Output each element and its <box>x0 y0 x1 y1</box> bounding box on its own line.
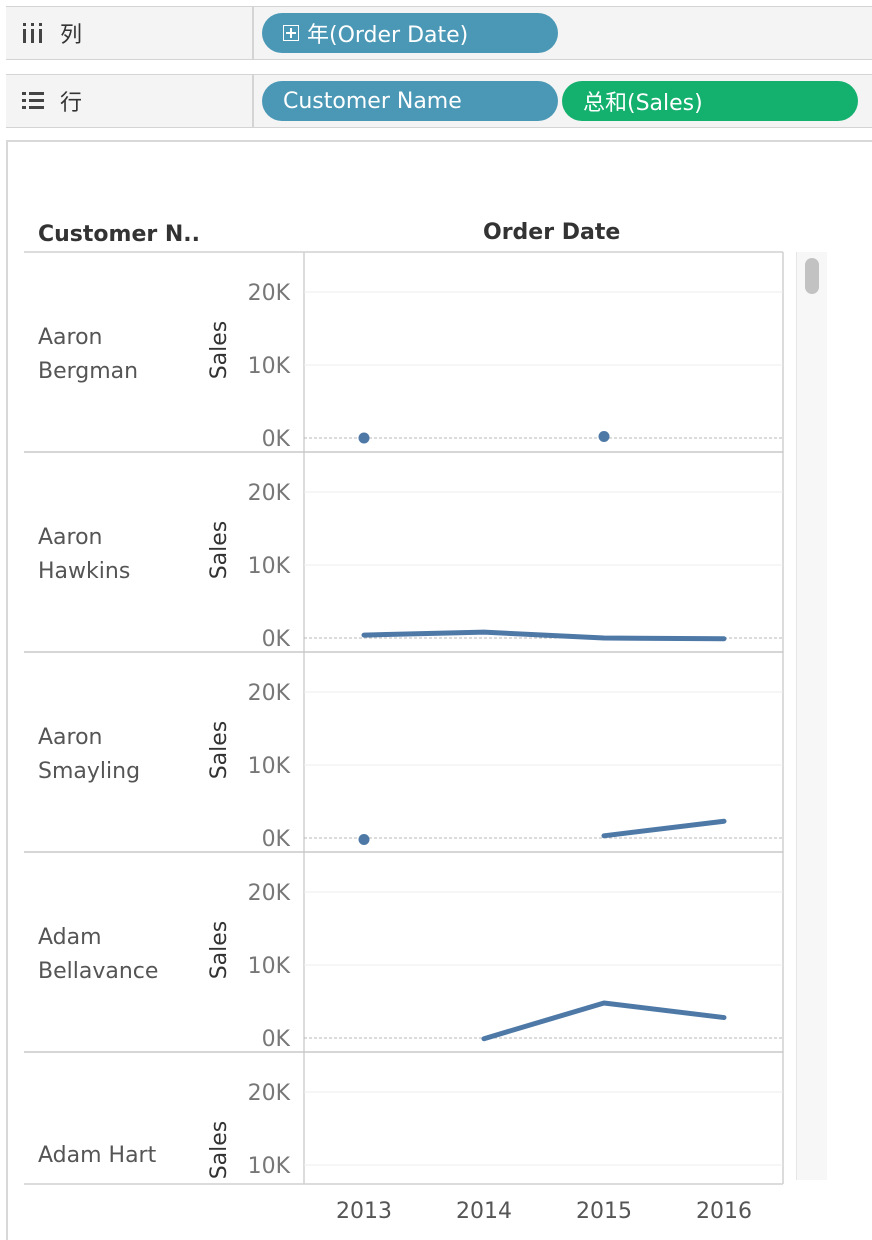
customer-row-label[interactable]: Smayling <box>38 759 140 784</box>
sales-line[interactable] <box>361 629 727 642</box>
order-date-year-pill[interactable]: 年(Order Date) <box>262 13 558 53</box>
y-tick-label: 10K <box>248 1154 291 1179</box>
sum-sales-pill-label: 总和(Sales) <box>583 91 703 116</box>
customer-row-label[interactable]: Aaron <box>38 325 103 350</box>
x-tick-label: 2016 <box>696 1199 752 1224</box>
customer-row-label[interactable]: Hawkins <box>38 559 130 584</box>
order-date-pill-label: 年(Order Date) <box>307 23 469 48</box>
y-tick-label: 20K <box>248 281 291 306</box>
columns-shelf-title: 列 <box>60 23 83 48</box>
rows-shelf[interactable]: 行 Customer Name 总和(Sales) <box>6 74 872 128</box>
sum-sales-pill[interactable]: 总和(Sales) <box>562 81 858 121</box>
customer-row-label[interactable]: Adam Hart <box>38 1143 157 1168</box>
customer-name-pill[interactable]: Customer Name <box>262 81 558 121</box>
customer-row-label[interactable]: Bergman <box>38 359 138 384</box>
sales-line[interactable] <box>481 1000 727 1042</box>
customer-row-label[interactable]: Bellavance <box>38 959 158 984</box>
x-tick-label: 2013 <box>336 1199 392 1224</box>
sales-axis-title: Sales <box>207 1121 232 1180</box>
rows-shelf-title: 行 <box>60 91 83 116</box>
sales-axis-title: Sales <box>207 521 232 580</box>
row-header-title[interactable]: Customer N.. <box>38 222 201 247</box>
sales-axis-title: Sales <box>207 321 232 380</box>
y-tick-label: 10K <box>248 754 291 779</box>
y-tick-label: 20K <box>248 481 291 506</box>
data-point[interactable] <box>358 432 370 444</box>
column-header-title[interactable]: Order Date <box>483 220 621 245</box>
columns-shelf-icon <box>23 23 42 43</box>
customer-row-label[interactable]: Aaron <box>38 725 103 750</box>
x-tick-label: 2014 <box>456 1199 512 1224</box>
y-tick-label: 20K <box>248 681 291 706</box>
y-tick-label: 10K <box>248 554 291 579</box>
data-point[interactable] <box>598 431 610 443</box>
y-tick-label: 10K <box>248 954 291 979</box>
rows-shelf-label: 行 <box>6 75 254 127</box>
data-point[interactable] <box>358 833 370 845</box>
y-tick-label: 20K <box>248 1081 291 1106</box>
sales-axis-title: Sales <box>207 921 232 980</box>
y-tick-label: 0K <box>262 827 291 852</box>
y-tick-label: 20K <box>248 881 291 906</box>
scrollbar-thumb[interactable] <box>805 258 819 294</box>
columns-shelf-label: 列 <box>6 7 254 59</box>
sales-line[interactable] <box>601 818 727 839</box>
plus-box-icon[interactable] <box>283 25 299 41</box>
viz-view <box>6 140 872 1240</box>
rows-shelf-icon <box>22 92 44 109</box>
x-tick-label: 2015 <box>576 1199 632 1224</box>
y-tick-label: 0K <box>262 627 291 652</box>
sales-axis-title: Sales <box>207 721 232 780</box>
y-tick-label: 0K <box>262 427 291 452</box>
y-tick-label: 10K <box>248 354 291 379</box>
vertical-scrollbar[interactable] <box>796 252 827 1180</box>
customer-name-pill-label: Customer Name <box>283 88 462 114</box>
columns-shelf[interactable]: 列 年(Order Date) <box>6 6 872 60</box>
y-tick-label: 0K <box>262 1027 291 1052</box>
customer-row-label[interactable]: Aaron <box>38 525 103 550</box>
customer-row-label[interactable]: Adam <box>38 925 102 950</box>
